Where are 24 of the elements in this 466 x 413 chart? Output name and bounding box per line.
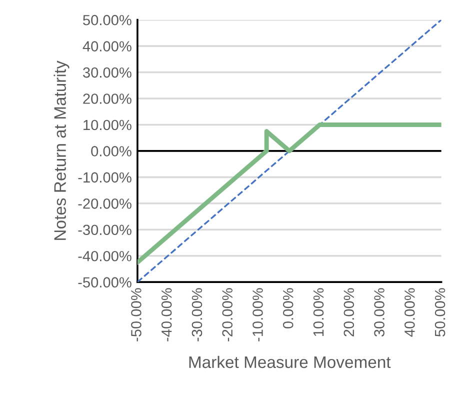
x-tick-label: 50.00% — [434, 288, 446, 337]
y-tick-label: -20.00% — [78, 198, 132, 209]
y-tick-label: -10.00% — [78, 172, 132, 183]
y-tick-label: 0.00% — [91, 146, 132, 156]
y-tick-label: 50.00% — [83, 14, 132, 26]
x-tick-label: 20.00% — [344, 288, 354, 336]
y-tick-label: 10.00% — [84, 120, 132, 130]
x-axis-title: Market Measure Movement — [189, 356, 391, 368]
y-tick-label: -30.00% — [78, 224, 132, 236]
line-series — [137, 122, 442, 265]
y-tick-label: 20.00% — [83, 94, 132, 104]
x-tick-label: 10.00% — [313, 288, 324, 336]
y-axis-title: Notes Return at Maturity — [54, 60, 70, 240]
x-tick-label: -20.00% — [222, 288, 233, 342]
x-tick-label: -40.00% — [161, 288, 172, 342]
x-tick-label: 40.00% — [404, 288, 415, 337]
y-tick-label: 30.00% — [83, 67, 132, 78]
x-tick-label: -30.00% — [192, 288, 202, 342]
y-tick-label: -50.00% — [78, 277, 132, 288]
x-tick-label: 30.00% — [374, 288, 384, 337]
y-tick-label: -40.00% — [78, 250, 132, 262]
x-tick-label: -10.00% — [252, 288, 263, 342]
x-tick-label: 0.00% — [282, 288, 294, 328]
y-tick-label: 40.00% — [82, 41, 132, 52]
